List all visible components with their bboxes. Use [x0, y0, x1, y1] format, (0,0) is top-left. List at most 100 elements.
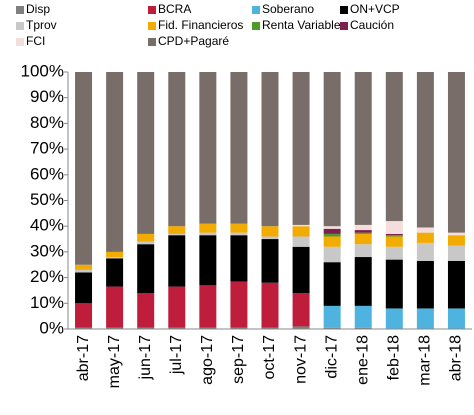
bar-segment	[75, 327, 93, 329]
bar-segment	[354, 232, 372, 234]
y-tick-label: 50%	[30, 190, 64, 209]
bar-segment	[75, 72, 93, 265]
bar-segment	[447, 72, 465, 233]
x-tick-label: dic-17	[323, 335, 340, 379]
y-tick-label: 80%	[30, 113, 64, 132]
bar-segment	[385, 235, 403, 237]
bar-segment	[199, 285, 217, 328]
bar-segment	[354, 244, 372, 258]
x-tick-label: abr-18	[448, 335, 465, 381]
bar-segment	[292, 326, 310, 329]
bar-segment	[354, 327, 372, 329]
bar-segment	[199, 235, 217, 286]
bar-segment	[416, 242, 434, 261]
bar-segment	[75, 303, 93, 328]
bar-segment	[292, 246, 310, 294]
bar-segment	[354, 257, 372, 306]
legend-label: BCRA	[158, 2, 191, 16]
bar-segment	[261, 72, 279, 227]
y-tick-label: 70%	[30, 139, 64, 158]
bar-segment	[75, 264, 93, 270]
y-tick-label: 20%	[30, 267, 64, 286]
bar-segment	[385, 259, 403, 309]
bar-segment	[137, 241, 155, 245]
bar-segment	[261, 282, 279, 328]
bar-segment	[137, 327, 155, 329]
bar-segment	[447, 232, 465, 236]
bar-segment	[168, 72, 186, 227]
bar-segment	[385, 221, 403, 234]
bar-segment	[323, 236, 341, 247]
bar-segment	[106, 257, 124, 259]
bar-segment	[292, 236, 310, 247]
bar-segment	[137, 233, 155, 242]
bar-segment	[354, 230, 372, 233]
legend-label: FCI	[26, 34, 45, 48]
bar-segment	[292, 293, 310, 327]
bar-segment	[261, 226, 279, 237]
legend-label: Soberano	[262, 2, 314, 16]
bar-segment	[230, 223, 248, 233]
bar-segment	[385, 72, 403, 222]
legend-label: Renta Variable	[262, 18, 341, 32]
bar-segment	[230, 232, 248, 236]
x-tick-label: jun-17	[137, 335, 154, 381]
legend-swatch	[252, 6, 260, 14]
legend-label: Fid. Financieros	[158, 18, 243, 32]
bar-segment	[323, 262, 341, 306]
bar-segment	[75, 272, 93, 304]
bar-segment	[106, 327, 124, 329]
bar-segment	[261, 327, 279, 329]
y-tick-label: 60%	[30, 164, 64, 183]
bar-segment	[323, 327, 341, 329]
bar-segment	[416, 308, 434, 329]
legend-label: Caución	[350, 18, 394, 32]
bar-segment	[199, 327, 217, 329]
legend-label: Tprov	[26, 18, 57, 32]
legend-label: CPD+Pagaré	[158, 34, 229, 48]
bar-segment	[416, 72, 434, 228]
bar-segment	[416, 232, 434, 243]
bar-segment	[261, 236, 279, 240]
bar-segment	[354, 224, 372, 231]
x-tick-label: sep-17	[230, 335, 247, 384]
bar-segment	[416, 260, 434, 309]
legend-swatch	[252, 22, 260, 30]
bar-segment	[385, 246, 403, 260]
bar-segment	[168, 226, 186, 234]
x-tick-label: nov-17	[292, 335, 309, 384]
bar-segment	[168, 327, 186, 329]
y-tick-label: 90%	[30, 87, 64, 106]
bar-segment	[168, 233, 186, 236]
bar-segment	[261, 239, 279, 283]
y-tick-label: 0%	[39, 318, 64, 337]
bar-segment	[137, 293, 155, 328]
bar-segment	[323, 228, 341, 234]
bar-segment	[230, 327, 248, 329]
bar-segment	[199, 232, 217, 236]
bar-segment	[354, 233, 372, 245]
legend-swatch	[148, 22, 156, 30]
bar-segment	[106, 286, 124, 328]
bar-segment	[137, 72, 155, 234]
bar-segment	[323, 72, 341, 227]
bar-segment	[354, 72, 372, 225]
bar-segment	[447, 235, 465, 246]
bar-segment	[416, 227, 434, 233]
x-tick-label: oct-17	[261, 335, 278, 380]
bar-segment	[292, 226, 310, 237]
bar-segment	[447, 260, 465, 309]
bar-segment	[168, 286, 186, 328]
x-tick-label: jul-17	[168, 335, 185, 375]
bar-segment	[230, 281, 248, 328]
bar-segment	[323, 226, 341, 229]
bar-segment	[168, 235, 186, 287]
bar-segment	[199, 72, 217, 224]
bar-segment	[447, 245, 465, 261]
bar-segment	[292, 72, 310, 225]
bar-segment	[230, 235, 248, 282]
bar-segment	[385, 233, 403, 236]
y-tick-label: 100%	[21, 61, 64, 80]
x-tick-label: abr-17	[75, 335, 92, 381]
